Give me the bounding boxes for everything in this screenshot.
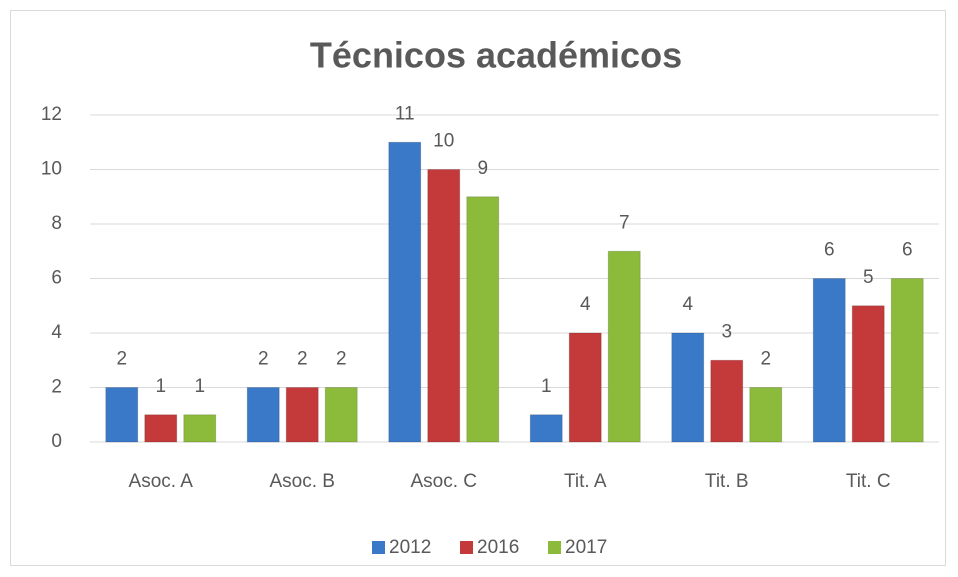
x-tick-label: Tit. B bbox=[705, 471, 749, 492]
bar bbox=[710, 359, 744, 443]
y-tick-label: 10 bbox=[41, 159, 62, 180]
data-label: 5 bbox=[863, 267, 874, 288]
legend-label: 2017 bbox=[565, 537, 607, 558]
data-label: 10 bbox=[433, 131, 454, 152]
bar bbox=[529, 414, 563, 443]
y-tick-label: 6 bbox=[51, 268, 62, 289]
bar bbox=[607, 250, 641, 443]
bar bbox=[671, 332, 705, 443]
data-label: 1 bbox=[194, 376, 205, 397]
data-label: 2 bbox=[336, 349, 347, 370]
data-label: 9 bbox=[477, 158, 488, 179]
data-label: 4 bbox=[682, 294, 693, 315]
y-tick-label: 12 bbox=[41, 104, 62, 125]
data-label: 11 bbox=[395, 103, 415, 124]
bar bbox=[568, 332, 602, 443]
bar bbox=[388, 141, 422, 443]
bar bbox=[324, 387, 358, 443]
data-label: 6 bbox=[824, 240, 835, 261]
bar bbox=[466, 196, 500, 443]
y-tick-label: 2 bbox=[51, 377, 62, 398]
x-tick-label: Tit. A bbox=[564, 471, 607, 492]
legend-swatch bbox=[372, 541, 385, 554]
y-tick-label: 4 bbox=[51, 322, 62, 343]
bar bbox=[285, 387, 319, 443]
x-tick-label: Asoc. B bbox=[270, 471, 335, 492]
data-label: 4 bbox=[580, 294, 591, 315]
legend-swatch bbox=[460, 541, 473, 554]
legend-label: 2012 bbox=[389, 537, 431, 558]
chart-title: Técnicos académicos bbox=[310, 35, 682, 76]
bar bbox=[851, 305, 885, 443]
bar bbox=[246, 387, 280, 443]
bar bbox=[890, 278, 924, 443]
bar bbox=[183, 414, 217, 443]
bar bbox=[749, 387, 783, 443]
bar bbox=[105, 387, 139, 443]
data-label: 1 bbox=[155, 376, 166, 397]
data-label: 1 bbox=[541, 376, 552, 397]
data-label: 3 bbox=[721, 321, 732, 342]
legend-swatch bbox=[548, 541, 561, 554]
bar bbox=[812, 278, 846, 443]
y-tick-label: 8 bbox=[51, 213, 62, 234]
legend-label: 2016 bbox=[477, 537, 519, 558]
data-label: 6 bbox=[902, 240, 913, 261]
y-tick-label: 0 bbox=[51, 431, 62, 452]
data-label: 2 bbox=[297, 349, 308, 370]
data-label: 2 bbox=[760, 349, 771, 370]
bar bbox=[427, 169, 461, 443]
x-tick-label: Tit. C bbox=[846, 471, 891, 492]
data-label: 2 bbox=[258, 349, 269, 370]
data-label: 7 bbox=[619, 212, 630, 233]
data-label: 2 bbox=[116, 349, 127, 370]
x-tick-label: Asoc. A bbox=[129, 471, 194, 492]
bar bbox=[144, 414, 178, 443]
x-tick-label: Asoc. C bbox=[410, 471, 477, 492]
